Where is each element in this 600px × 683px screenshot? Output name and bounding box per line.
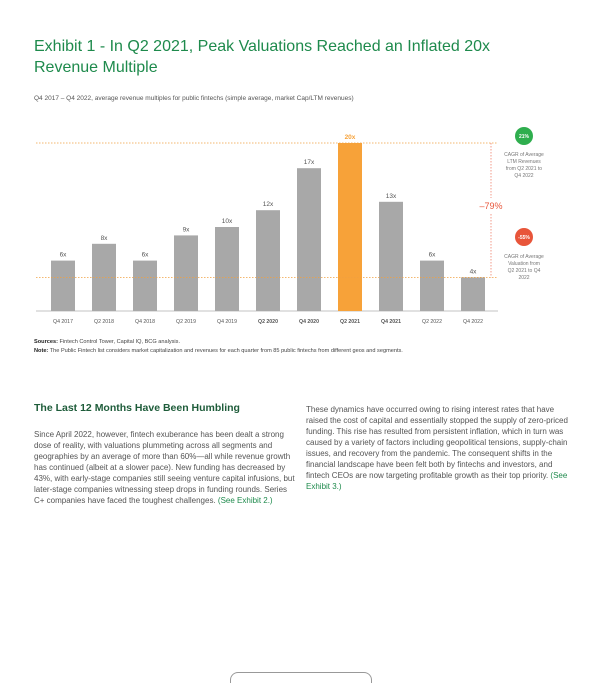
drop-percentage-label: –79%: [479, 201, 502, 211]
cagr-revenue-text: Q4 2022: [514, 173, 533, 179]
chart-category-label: Q4 2019: [217, 319, 237, 325]
chart-value-label: 4x: [470, 268, 478, 275]
exhibit-title: Exhibit 1 - In Q2 2021, Peak Valuations …: [34, 38, 490, 76]
chart-category-label: Q2 2018: [94, 319, 114, 325]
chart-bar: [420, 260, 444, 311]
exhibit-2-link[interactable]: (See Exhibit 2.): [217, 496, 273, 505]
sources-line: Sources: Fintech Control Tower, Capital …: [34, 338, 574, 347]
chart-value-label: 6x: [60, 252, 68, 259]
note-label: Note:: [34, 347, 49, 354]
cagr-valuation-text: Valuation from: [508, 261, 540, 267]
chart-bar: [379, 201, 403, 311]
chart-bar: [338, 143, 362, 311]
chart-value-label: 13x: [386, 193, 397, 200]
chart-category-label: Q4 2017: [53, 319, 73, 325]
cagr-valuation-badge: [515, 228, 533, 246]
exhibit-subtitle: Q4 2017 – Q4 2022, average revenue multi…: [34, 95, 354, 102]
body-column-right: These dynamics have occurred owing to ri…: [306, 404, 568, 492]
chart-value-label: 6x: [429, 252, 437, 259]
chart-value-label: 12x: [263, 201, 274, 208]
note-line: Note: The Public Fintech list considers …: [34, 347, 574, 356]
cagr-valuation-value: -55%: [518, 235, 530, 241]
page-bottom-tab: [230, 672, 372, 683]
cagr-revenue-text: CAGR of Average: [504, 152, 544, 158]
section-heading: The Last 12 Months Have Been Humbling: [34, 402, 240, 414]
chart-category-label: Q4 2018: [135, 319, 155, 325]
right-paragraph: These dynamics have occurred owing to ri…: [306, 405, 568, 480]
chart-category-label: Q2 2021: [340, 319, 360, 325]
cagr-valuation-text: CAGR of Average: [504, 254, 544, 260]
sources-text: Fintech Control Tower, Capital IQ, BCG a…: [57, 339, 181, 345]
sources-label: Sources:: [34, 339, 58, 345]
chart-bar: [215, 227, 239, 311]
cagr-revenue-value: 21%: [519, 134, 530, 140]
chart-bar: [51, 260, 75, 311]
cagr-valuation-text: 2022: [518, 275, 529, 281]
revenue-multiple-bar-chart: 6x Q4 2017 8x Q2 2018 6x Q4 2018 9x Q2 2019 10x Q…: [36, 127, 544, 325]
chart-value-label: 6x: [142, 252, 150, 259]
chart-category-label: Q2 2019: [176, 319, 196, 325]
cagr-revenue-badge: [515, 127, 533, 145]
cagr-revenue-text: LTM Revenues: [507, 159, 541, 165]
chart-bar: [461, 277, 485, 311]
chart-bar: [256, 210, 280, 311]
chart-bar: [174, 235, 198, 311]
chart-value-label: 17x: [304, 159, 315, 166]
chart-category-label: Q2 2020: [258, 319, 278, 325]
chart-category-label: Q2 2022: [422, 319, 442, 325]
chart-category-label: Q4 2020: [299, 319, 319, 325]
exhibit-3-link[interactable]: (See Exhibit 3.): [306, 471, 568, 491]
chart-category-label: Q4 2022: [463, 319, 483, 325]
chart-value-label: 20x: [345, 134, 356, 141]
chart-category-label: Q4 2021: [381, 319, 401, 325]
body-column-left: Since April 2022, however, fintech exube…: [34, 429, 296, 506]
chart-value-label: 9x: [183, 226, 191, 233]
cagr-revenue-text: from Q2 2021 to: [506, 166, 542, 172]
sources-note: Sources: Fintech Control Tower, Capital …: [34, 338, 574, 355]
chart-value-label: 8x: [101, 235, 109, 242]
cagr-valuation-text: Q2 2021 to Q4: [508, 268, 541, 274]
chart-value-label: 10x: [222, 218, 233, 225]
chart-bar: [297, 168, 321, 311]
left-paragraph: Since April 2022, however, fintech exube…: [34, 430, 295, 505]
note-text: The Public Fintech list considers market…: [48, 347, 403, 354]
chart-bar: [133, 260, 157, 311]
